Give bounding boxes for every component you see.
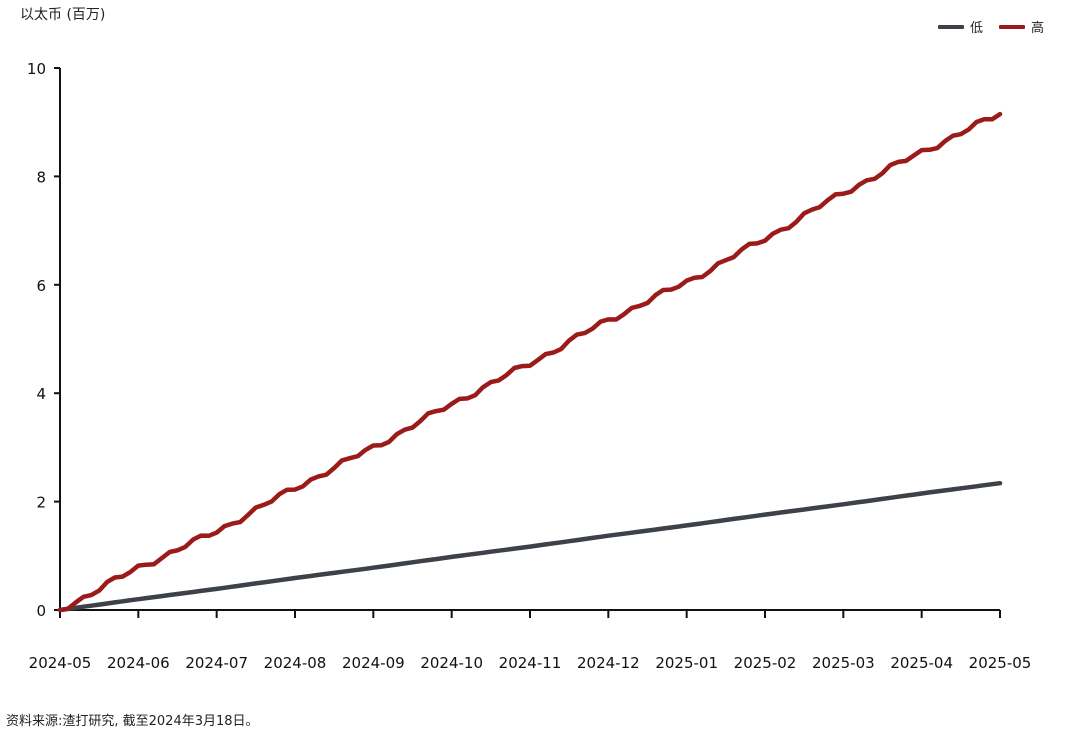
x-tick-label-2024-07: 2024-07 — [185, 654, 248, 672]
legend-swatch-low — [937, 24, 964, 29]
series-line-low — [57, 480, 1003, 613]
chart-series — [57, 111, 1003, 613]
y-tick-label-8: 8 — [36, 168, 46, 186]
x-tick-label-2025-04: 2025-04 — [890, 654, 953, 672]
x-tick-label-2025-02: 2025-02 — [734, 654, 797, 672]
x-tick-label-2024-09: 2024-09 — [342, 654, 405, 672]
legend-item-high: 高 — [998, 17, 1044, 36]
source-note: 资料来源:渣打研究, 截至2024年3月18日。 — [6, 714, 259, 729]
x-tick-label-2024-10: 2024-10 — [420, 654, 483, 672]
chart-axes: 0 2 4 6 8 10 2024-05 2024-06 2024-07 2024-08 2024-… — [27, 60, 1031, 672]
x-tick-label-2024-05: 2024-05 — [29, 654, 92, 672]
x-tick-label-2024-08: 2024-08 — [264, 654, 327, 672]
x-tick-label-2025-05: 2025-05 — [969, 654, 1032, 672]
x-tick-label-2024-06: 2024-06 — [107, 654, 170, 672]
legend-label-high: 高 — [1030, 21, 1044, 36]
x-tick-label-2024-11: 2024-11 — [499, 654, 562, 672]
x-tick-label-2025-01: 2025-01 — [655, 654, 718, 672]
y-tick-label-0: 0 — [36, 602, 46, 620]
legend-swatch-high — [998, 24, 1025, 29]
y-tick-label-10: 10 — [27, 60, 46, 78]
legend: 低 高 — [922, 17, 1044, 36]
y-axis-label: 以太币 (百万) — [20, 7, 106, 23]
y-tick-label-2: 2 — [36, 494, 46, 512]
series-line-high — [57, 111, 1003, 613]
legend-item-low: 低 — [937, 17, 983, 36]
x-tick-label-2024-12: 2024-12 — [577, 654, 640, 672]
y-tick-label-6: 6 — [36, 277, 46, 295]
x-tick-label-2025-03: 2025-03 — [812, 654, 875, 672]
y-tick-label-4: 4 — [36, 385, 46, 403]
legend-label-low: 低 — [969, 21, 983, 36]
